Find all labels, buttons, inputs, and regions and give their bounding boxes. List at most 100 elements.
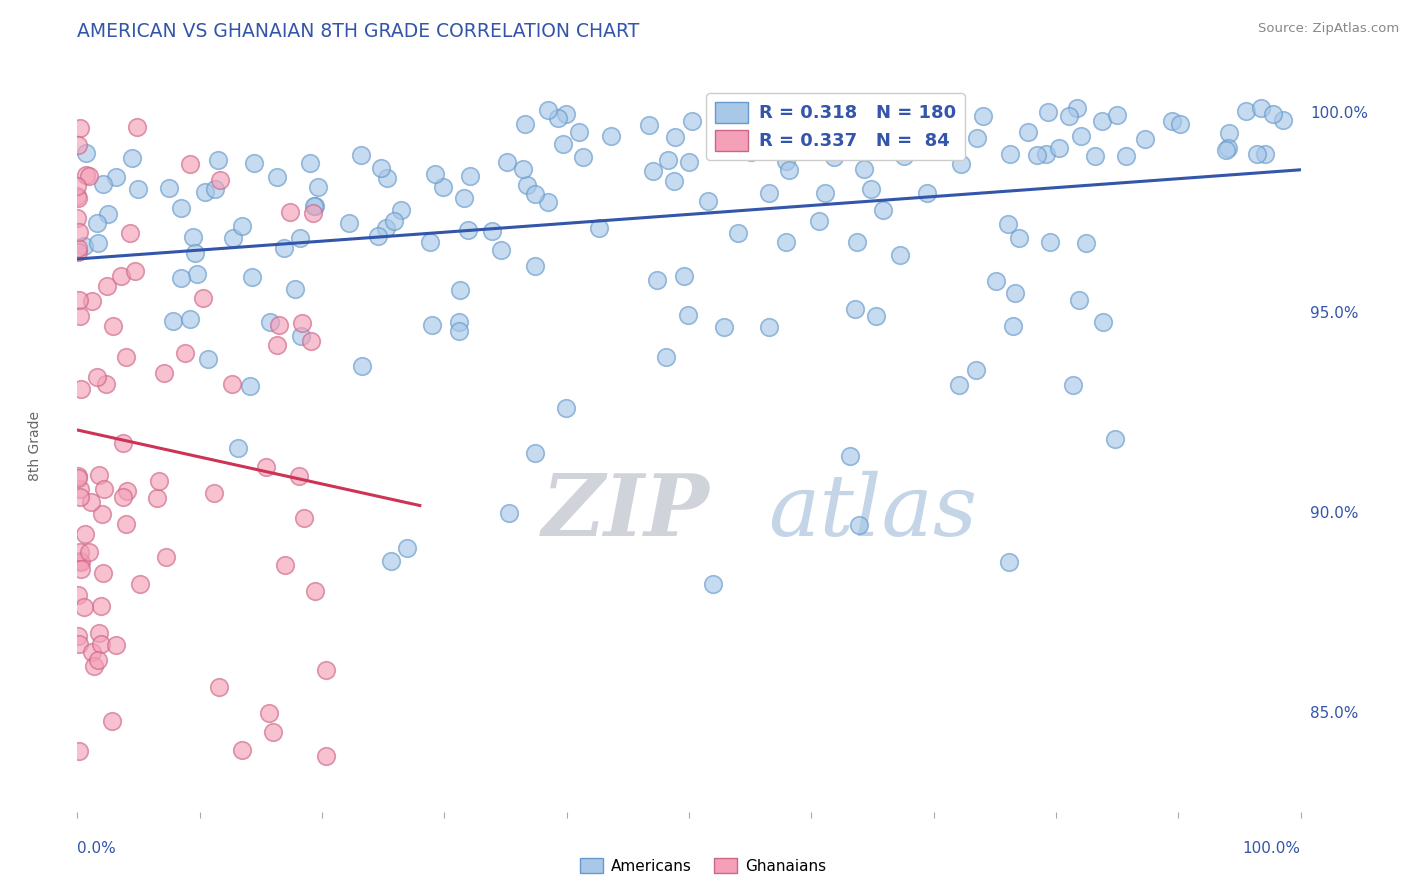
Point: [90, 599, 112, 614]
Point: [1254, 147, 1277, 161]
Point: [179, 157, 201, 171]
Point: [148, 474, 170, 488]
Point: [127, 182, 149, 196]
Point: [911, 99, 934, 113]
Point: [87, 653, 110, 667]
Point: [162, 313, 184, 327]
Point: [259, 314, 281, 328]
Point: [221, 377, 243, 392]
Point: [1160, 113, 1182, 128]
Point: [115, 516, 138, 531]
Point: [1026, 148, 1049, 162]
Point: [69, 121, 91, 136]
Point: [419, 235, 441, 249]
Point: [740, 145, 762, 160]
Point: [75, 146, 97, 161]
Point: [67, 637, 90, 651]
Point: [1234, 103, 1257, 118]
Point: [202, 486, 225, 500]
Point: [169, 201, 191, 215]
Point: [257, 706, 280, 720]
Point: [664, 129, 686, 144]
Point: [600, 128, 623, 143]
Point: [655, 350, 678, 364]
Point: [949, 157, 972, 171]
Point: [157, 180, 180, 194]
Point: [714, 132, 737, 146]
Point: [197, 351, 219, 366]
Point: [775, 153, 797, 168]
Point: [93, 482, 115, 496]
Point: [375, 221, 398, 235]
Point: [307, 180, 329, 194]
Point: [965, 363, 987, 377]
Point: [813, 186, 835, 200]
Point: [254, 460, 277, 475]
Point: [744, 112, 766, 126]
Point: [839, 449, 862, 463]
Point: [174, 346, 197, 360]
Point: [449, 315, 471, 329]
Point: [67, 589, 90, 603]
Text: AMERICAN VS GHANAIAN 8TH GRADE CORRELATION CHART: AMERICAN VS GHANAIAN 8TH GRADE CORRELATI…: [77, 22, 640, 41]
Point: [66, 211, 89, 225]
Point: [115, 483, 138, 498]
Point: [998, 555, 1021, 569]
Point: [226, 442, 249, 456]
Point: [891, 139, 914, 153]
Point: [758, 186, 780, 200]
Point: [86, 370, 108, 384]
Point: [537, 194, 560, 209]
Point: [179, 312, 201, 326]
Point: [287, 469, 309, 483]
Point: [299, 334, 322, 349]
Point: [551, 136, 574, 151]
Point: [824, 105, 846, 120]
Point: [516, 178, 538, 192]
Point: [931, 104, 953, 119]
Point: [727, 227, 749, 241]
Point: [790, 108, 813, 122]
Point: [572, 150, 595, 164]
Point: [998, 147, 1021, 161]
Point: [1261, 106, 1284, 120]
Point: [524, 187, 547, 202]
Point: [69, 382, 91, 396]
Point: [67, 225, 90, 239]
Point: [193, 291, 215, 305]
Point: [972, 109, 994, 123]
Text: 100.0%: 100.0%: [1243, 841, 1301, 856]
Point: [82, 645, 104, 659]
Point: [1272, 112, 1295, 127]
Point: [1091, 114, 1114, 128]
Point: [96, 278, 118, 293]
Point: [1002, 319, 1025, 334]
Point: [274, 558, 297, 573]
Point: [181, 230, 204, 244]
Point: [183, 246, 205, 260]
Point: [707, 137, 730, 152]
Point: [855, 129, 877, 144]
Point: [481, 224, 503, 238]
Point: [758, 320, 780, 334]
Point: [638, 118, 661, 132]
Point: [870, 109, 893, 123]
Point: [93, 177, 115, 191]
Point: [267, 318, 290, 332]
Point: [1063, 377, 1085, 392]
Point: [128, 577, 150, 591]
Point: [80, 293, 103, 308]
Point: [1004, 286, 1026, 301]
Point: [1069, 293, 1091, 307]
Point: [67, 293, 90, 307]
Point: [647, 273, 669, 287]
Point: [778, 163, 800, 178]
Point: [676, 308, 699, 322]
Point: [292, 511, 315, 525]
Point: [865, 309, 887, 323]
Legend: R = 0.318   N = 180, R = 0.337   N =  84: R = 0.318 N = 180, R = 0.337 N = 84: [706, 93, 965, 160]
Point: [77, 545, 100, 559]
Point: [67, 471, 90, 485]
Point: [910, 111, 932, 125]
Point: [207, 153, 229, 167]
